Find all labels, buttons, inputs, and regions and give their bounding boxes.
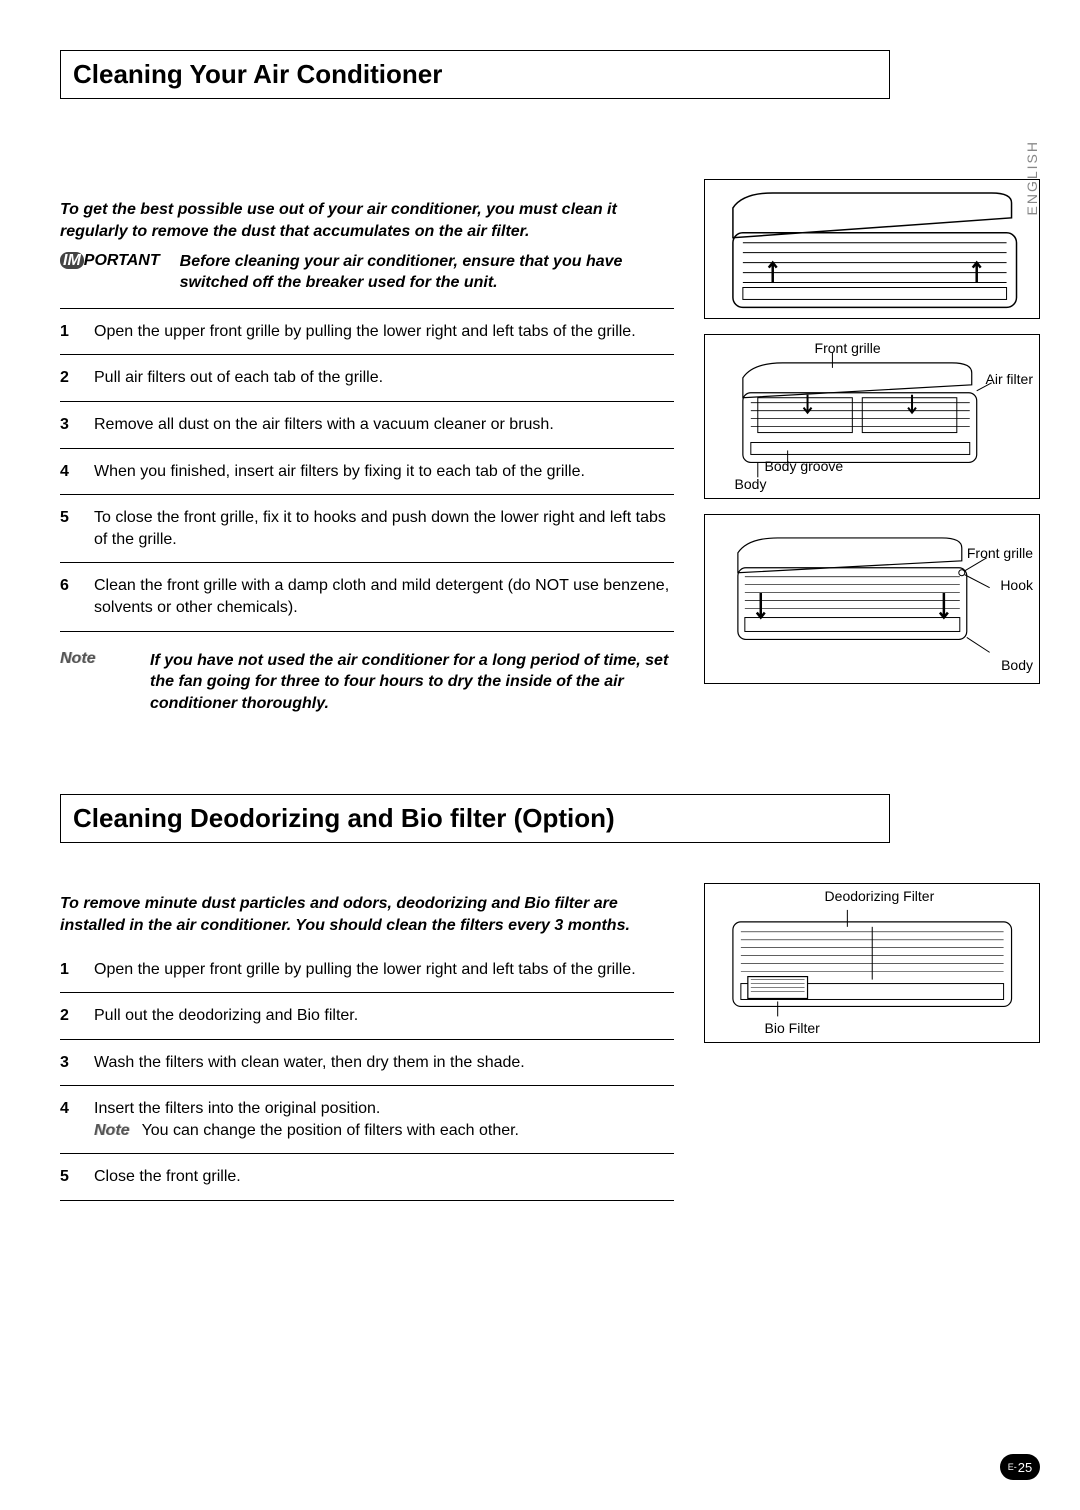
important-suffix: PORTANT: [84, 252, 160, 269]
label-body: Body: [735, 476, 767, 492]
section1-note: Note If you have not used the air condit…: [60, 650, 674, 715]
important-label: IMPORTANT: [60, 252, 160, 270]
important-prefix: IM: [60, 252, 84, 269]
section1-diagrams: Front grille Air filter Body groove Body: [704, 179, 1040, 714]
diagram-hooks: Front grille Hook Body: [704, 514, 1040, 684]
note-label: Note: [60, 650, 120, 715]
step-text: Pull out the deodorizing and Bio filter.: [94, 1005, 358, 1027]
step-item: 2 Pull air filters out of each tab of the…: [60, 355, 674, 402]
section2-diagrams: Deodorizing Filter Bio Filter: [704, 873, 1040, 1201]
ac-filters-icon: [713, 892, 1031, 1036]
label-hook: Hook: [1000, 577, 1033, 593]
step-item: 5 Close the front grille.: [60, 1154, 674, 1201]
section2: Cleaning Deodorizing and Bio filter (Opt…: [60, 794, 1040, 1201]
page-number-prefix: E-: [1008, 1462, 1017, 1472]
step-text: Open the upper front grille by pulling t…: [94, 321, 636, 343]
section2-text-column: To remove minute dust particles and odor…: [60, 893, 674, 1201]
note-text: If you have not used the air conditioner…: [150, 650, 674, 715]
step-text: Pull air filters out of each tab of the …: [94, 367, 383, 389]
step-item: 1 Open the upper front grille by pulling …: [60, 947, 674, 994]
step-number: 2: [60, 1005, 76, 1027]
inline-note-label: Note: [94, 1122, 130, 1139]
step-item: 1 Open the upper front grille by pulling …: [60, 309, 674, 356]
section1-content: To get the best possible use out of your…: [60, 199, 1040, 714]
step-number: 5: [60, 1166, 76, 1188]
step-text: Close the front grille.: [94, 1166, 241, 1188]
label-body: Body: [1001, 657, 1033, 673]
label-deodorizing-filter: Deodorizing Filter: [825, 888, 935, 904]
step-text: Wash the filters with clean water, then …: [94, 1052, 525, 1074]
step-number: 6: [60, 575, 76, 618]
label-air-filter: Air filter: [986, 371, 1033, 387]
important-callout: IMPORTANT Before cleaning your air condi…: [60, 252, 674, 294]
section1-steps: 1 Open the upper front grille by pulling …: [60, 308, 674, 632]
step-item: 6 Clean the front grille with a damp clot…: [60, 563, 674, 631]
step-number: 1: [60, 959, 76, 981]
step-item: 2 Pull out the deodorizing and Bio filter…: [60, 993, 674, 1040]
step-number: 5: [60, 507, 76, 550]
step-text: When you finished, insert air filters by…: [94, 461, 585, 483]
label-front-grille: Front grille: [815, 340, 881, 356]
diagram-open-grille: [704, 179, 1040, 319]
step-item: 5 To close the front grille, fix it to ho…: [60, 495, 674, 563]
label-front-grille: Front grille: [967, 545, 1033, 561]
step-text: Open the upper front grille by pulling t…: [94, 959, 636, 981]
ac-unit-icon: [713, 188, 1031, 317]
page-number-value: 25: [1018, 1460, 1032, 1475]
ac-unit-icon: [713, 343, 1031, 492]
section2-content: To remove minute dust particles and odor…: [60, 893, 1040, 1201]
step-number: 3: [60, 414, 76, 436]
step-text: Insert the filters into the original pos…: [94, 1098, 519, 1141]
page-number: E-25: [1000, 1454, 1040, 1480]
manual-page: ENGLISH Cleaning Your Air Conditioner To…: [0, 0, 1080, 1510]
step-item: 3 Wash the filters with clean water, then…: [60, 1040, 674, 1087]
section-title-biofilter: Cleaning Deodorizing and Bio filter (Opt…: [60, 794, 890, 843]
label-bio-filter: Bio Filter: [765, 1020, 820, 1036]
inline-note-text: You can change the position of filters w…: [142, 1122, 519, 1139]
step-item: 4 When you finished, insert air filters b…: [60, 449, 674, 496]
step-text: Remove all dust on the air filters with …: [94, 414, 554, 436]
step-number: 1: [60, 321, 76, 343]
section1-intro: To get the best possible use out of your…: [60, 199, 674, 242]
section2-intro: To remove minute dust particles and odor…: [60, 893, 674, 936]
diagram-filters: Deodorizing Filter Bio Filter: [704, 883, 1040, 1043]
step-number: 2: [60, 367, 76, 389]
important-text: Before cleaning your air conditioner, en…: [180, 252, 674, 294]
step-number: 4: [60, 1098, 76, 1141]
step-text: Clean the front grille with a damp cloth…: [94, 575, 674, 618]
diagram-parts-labeled: Front grille Air filter Body groove Body: [704, 334, 1040, 499]
step-item: 3 Remove all dust on the air filters with…: [60, 402, 674, 449]
section1-text-column: To get the best possible use out of your…: [60, 199, 674, 714]
step-number: 4: [60, 461, 76, 483]
step-item: 4 Insert the filters into the original p…: [60, 1086, 674, 1154]
step-text: To close the front grille, fix it to hoo…: [94, 507, 674, 550]
section2-steps: 1 Open the upper front grille by pulling …: [60, 947, 674, 1202]
label-body-groove: Body groove: [765, 458, 844, 474]
step-number: 3: [60, 1052, 76, 1074]
section-title-cleaning: Cleaning Your Air Conditioner: [60, 50, 890, 99]
